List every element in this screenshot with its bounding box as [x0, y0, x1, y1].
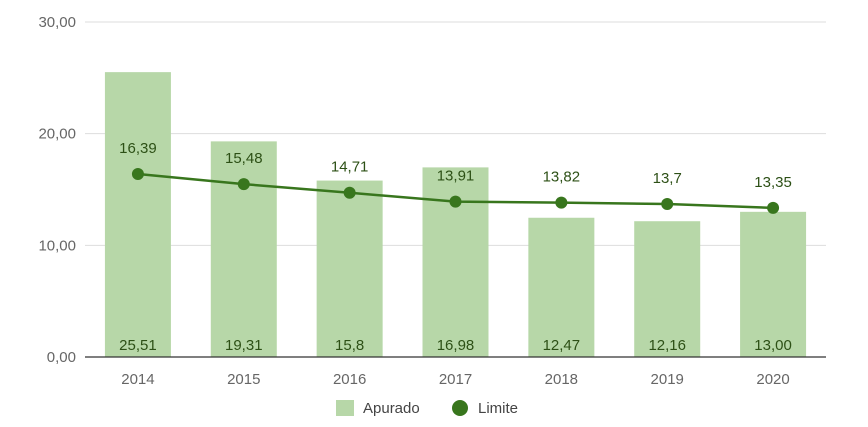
line-data-label: 13,35: [754, 174, 792, 191]
legend-item-apurado[interactable]: Apurado: [336, 400, 420, 417]
y-tick-label: 30,00: [38, 14, 76, 31]
bar-data-label: 12,47: [543, 337, 581, 354]
bar[interactable]: [316, 180, 383, 357]
line-series: 16,39 15,48 14,71 13,91 13,82 13,7 13,35: [119, 140, 792, 214]
x-axis-ticks: 2014 2015 2016 2017 2018 2019 2020: [121, 371, 790, 388]
legend-swatch-limite: [452, 400, 468, 416]
x-tick-label: 2020: [756, 371, 789, 388]
y-tick-label: 20,00: [38, 126, 76, 143]
line-data-label: 16,39: [119, 140, 157, 157]
line-point[interactable]: [449, 195, 462, 208]
legend-swatch-apurado: [336, 400, 354, 416]
line-data-label: 14,71: [331, 159, 369, 176]
line-point[interactable]: [343, 186, 356, 199]
line-point[interactable]: [767, 201, 780, 214]
legend-item-limite[interactable]: Limite: [452, 400, 518, 417]
bar[interactable]: [740, 211, 807, 357]
x-tick-label: 2016: [333, 371, 366, 388]
line-point[interactable]: [555, 196, 568, 209]
bar-series: 25,51 19,31 15,8 16,98 12,47 12,16 13,00: [104, 72, 807, 357]
x-tick-label: 2018: [545, 371, 578, 388]
line-data-label: 15,48: [225, 150, 263, 167]
line-data-label: 13,82: [543, 169, 581, 186]
line-point[interactable]: [661, 198, 674, 211]
bar[interactable]: [528, 217, 595, 357]
x-tick-label: 2015: [227, 371, 260, 388]
bar[interactable]: [634, 221, 701, 357]
x-tick-label: 2014: [121, 371, 154, 388]
line-point[interactable]: [237, 178, 250, 191]
x-tick-label: 2017: [439, 371, 472, 388]
line-point[interactable]: [131, 167, 144, 180]
x-tick-label: 2019: [651, 371, 684, 388]
line-data-label: 13,7: [653, 170, 682, 187]
y-axis-ticks: 0,00 10,00 20,00 30,00: [38, 14, 76, 366]
y-tick-label: 0,00: [47, 349, 76, 366]
bar-data-label: 12,16: [648, 337, 686, 354]
y-tick-label: 10,00: [38, 237, 76, 254]
bar-data-label: 13,00: [754, 337, 792, 354]
line-data-label: 13,91: [437, 168, 475, 185]
bar-data-label: 19,31: [225, 337, 263, 354]
legend-label-apurado: Apurado: [363, 400, 420, 417]
bar[interactable]: [210, 141, 277, 357]
bar-data-label: 16,98: [437, 337, 475, 354]
bar-data-label: 25,51: [119, 337, 157, 354]
legend-label-limite: Limite: [478, 400, 518, 417]
legend: Apurado Limite: [336, 400, 518, 417]
bar-data-label: 15,8: [335, 337, 364, 354]
bar[interactable]: [104, 72, 171, 357]
